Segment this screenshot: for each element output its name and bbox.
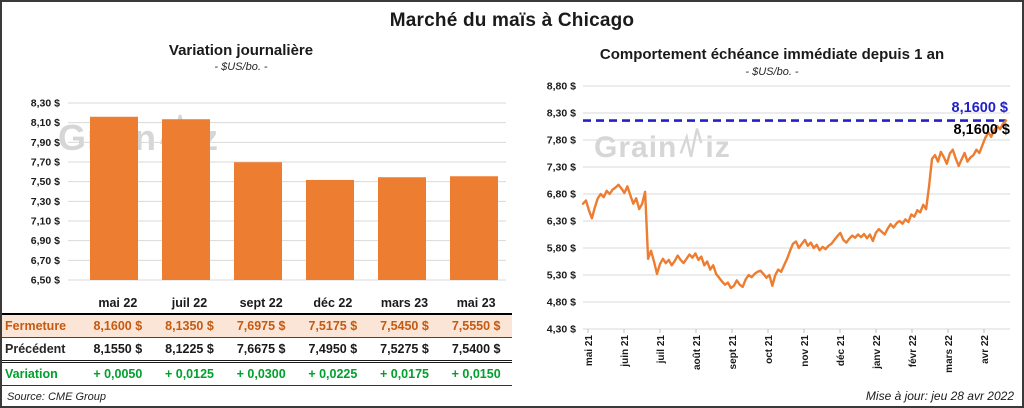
- previous-value: 8,1225 $: [165, 342, 214, 356]
- page-title: Marché du maïs à Chicago: [389, 10, 635, 31]
- previous-value: 8,1550 $: [93, 342, 143, 356]
- svg-text:nov 21: nov 21: [800, 335, 811, 367]
- close-value: 7,5550 $: [451, 319, 501, 333]
- svg-text:5,30 $: 5,30 $: [547, 270, 576, 282]
- variation-value: + 0,0300: [236, 367, 286, 381]
- table-row-fermeture: Fermeture 8,1600 $ 8,1350 $ 7,6975 $ 7,5…: [2, 315, 512, 338]
- row-label: Précédent: [5, 342, 66, 356]
- reference-price-label-blue: 8,1600 $: [951, 100, 1008, 116]
- close-value: 7,5450 $: [380, 319, 429, 333]
- close-value: 7,6975 $: [236, 319, 286, 333]
- svg-text:6,30 $: 6,30 $: [547, 216, 576, 228]
- bar-chart-title: Variation journalière: [168, 42, 314, 59]
- svg-text:janv 22: janv 22: [872, 335, 883, 370]
- line-chart-title: Comportement échéance immédiate depuis 1…: [599, 46, 945, 63]
- watermark-text-left: Grain: [594, 131, 678, 164]
- svg-text:déc 21: déc 21: [836, 335, 847, 367]
- variation-value: + 0,0175: [379, 367, 429, 381]
- svg-text:août 21: août 21: [692, 335, 703, 370]
- svg-text:4,30 $: 4,30 $: [547, 324, 576, 336]
- svg-text:7,70 $: 7,70 $: [31, 157, 60, 169]
- svg-text:7,50 $: 7,50 $: [31, 176, 60, 188]
- close-value: 8,1600 $: [93, 319, 143, 333]
- variation-value: + 0,0050: [93, 367, 143, 381]
- svg-text:8,80 $: 8,80 $: [547, 81, 576, 93]
- last-price-label: 8,1600 $: [953, 122, 1010, 138]
- svg-text:7,30 $: 7,30 $: [31, 196, 60, 208]
- previous-value: 7,6675 $: [236, 342, 286, 356]
- svg-text:8,30 $: 8,30 $: [547, 108, 576, 120]
- svg-text:8,10 $: 8,10 $: [31, 117, 60, 129]
- table-row-variation: Variation + 0,0050 + 0,0125 + 0,0300 + 0…: [2, 363, 512, 386]
- bar-chart-subtitle: - $US/bo. -: [214, 61, 268, 73]
- svg-text:8,30 $: 8,30 $: [31, 98, 60, 110]
- row-label: Fermeture: [5, 319, 67, 333]
- bar-chart: 8,30 $ 8,10 $ 7,90 $ 7,70 $ 7,50 $ 7,30 $ 7,10…: [31, 98, 506, 287]
- line-chart: 8,80 $ 8,30 $ 7,80 $ 7,30 $ 6,80 $ 6,30 $ 5,80…: [547, 81, 1010, 373]
- variation-value: + 0,0225: [308, 367, 358, 381]
- column-header: mars 23: [380, 296, 429, 310]
- column-header: mai 22: [98, 296, 138, 310]
- previous-value: 7,4950 $: [308, 342, 358, 356]
- close-value: 7,5175 $: [308, 319, 358, 333]
- svg-text:juin 21: juin 21: [620, 335, 631, 368]
- row-label: Variation: [5, 367, 58, 381]
- svg-text:7,10 $: 7,10 $: [31, 216, 60, 228]
- quote-table: mai 22 juil 22 sept 22 déc 22 mars 23 ma…: [2, 293, 512, 386]
- line-chart-subtitle: - $US/bo. -: [745, 66, 799, 78]
- variation-value: + 0,0150: [451, 367, 501, 381]
- svg-text:6,80 $: 6,80 $: [547, 189, 576, 201]
- svg-text:7,80 $: 7,80 $: [547, 135, 576, 147]
- svg-text:4,80 $: 4,80 $: [547, 297, 576, 309]
- close-value: 8,1350 $: [165, 319, 214, 333]
- svg-text:juil 21: juil 21: [656, 335, 667, 365]
- table-row-precedent: Précédent 8,1550 $ 8,1225 $ 7,6675 $ 7,4…: [2, 338, 512, 363]
- svg-text:mai 21: mai 21: [584, 335, 595, 367]
- previous-value: 7,5400 $: [451, 342, 501, 356]
- svg-text:mars 22: mars 22: [944, 335, 955, 373]
- column-header: sept 22: [239, 296, 283, 310]
- updated-note: Mise à jour: jeu 28 avr 2022: [865, 389, 1014, 403]
- zigzag-line-icon: [679, 126, 703, 170]
- svg-text:avr 22: avr 22: [980, 335, 991, 364]
- svg-text:6,70 $: 6,70 $: [31, 255, 60, 267]
- source-note: Source: CME Group: [7, 391, 107, 403]
- previous-value: 7,5275 $: [380, 342, 429, 356]
- variation-value: + 0,0125: [164, 367, 214, 381]
- svg-text:6,90 $: 6,90 $: [31, 235, 60, 247]
- table-header-row: mai 22 juil 22 sept 22 déc 22 mars 23 ma…: [2, 293, 512, 315]
- svg-text:6,50 $: 6,50 $: [31, 275, 60, 287]
- svg-text:févr 22: févr 22: [908, 335, 919, 368]
- svg-text:7,30 $: 7,30 $: [547, 162, 576, 174]
- watermark-text-right: iz: [705, 131, 731, 164]
- svg-text:sept 21: sept 21: [728, 335, 739, 370]
- column-header: déc 22: [313, 296, 353, 310]
- column-header: juil 22: [171, 296, 208, 310]
- column-header: mai 23: [456, 296, 496, 310]
- svg-text:5,80 $: 5,80 $: [547, 243, 576, 255]
- grainwiz-watermark: Grain iz: [594, 126, 731, 170]
- svg-text:7,90 $: 7,90 $: [31, 137, 60, 149]
- svg-text:oct 21: oct 21: [764, 335, 775, 364]
